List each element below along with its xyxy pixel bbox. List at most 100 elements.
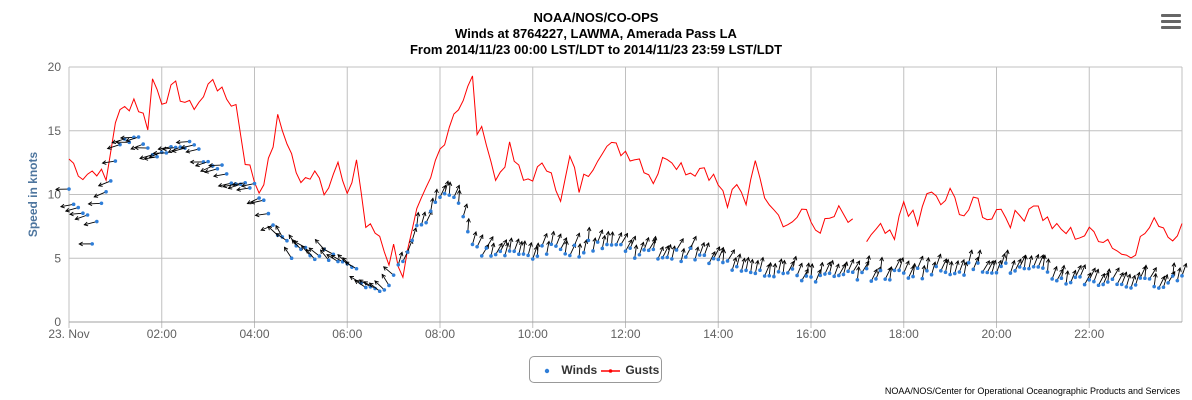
- wind-arrowhead: [381, 273, 386, 279]
- chart-credits[interactable]: NOAA/NOS/Center for Operational Oceanogr…: [884, 386, 1180, 396]
- wind-arrowhead: [1035, 253, 1040, 259]
- wind-arrowhead: [1123, 271, 1128, 277]
- wind-point: [943, 270, 948, 275]
- wind-arrowhead: [97, 182, 103, 187]
- wind-arrowhead: [631, 235, 637, 241]
- wind-arrowhead: [472, 230, 478, 236]
- hamburger-menu-icon[interactable]: [1161, 14, 1181, 32]
- wind-arrowhead: [498, 242, 503, 248]
- wind-direction-arrow: [741, 258, 746, 272]
- wind-arrowhead: [592, 237, 598, 243]
- wind-direction-arrow: [954, 260, 959, 274]
- wind-point: [1027, 266, 1031, 271]
- wind-arrowhead: [809, 263, 815, 268]
- wind-point: [1152, 284, 1156, 289]
- wind-point: [475, 244, 479, 249]
- wind-arrowhead: [342, 257, 347, 262]
- wind-direction-arrow: [448, 182, 451, 196]
- wind-point: [990, 271, 994, 275]
- wind-direction-arrow: [60, 203, 74, 208]
- chart-title: NOAA/NOS/CO-OPS Winds at 8764227, LAWMA,…: [0, 10, 1192, 58]
- wind-arrowhead: [349, 276, 355, 281]
- wind-direction-arrow: [880, 257, 883, 271]
- wind-direction-arrow: [236, 187, 250, 191]
- wind-arrowhead: [879, 256, 884, 262]
- wind-arrowhead: [1182, 262, 1188, 268]
- wind-point: [1133, 283, 1138, 287]
- wind-arrowhead: [1131, 274, 1137, 280]
- wind-point: [906, 276, 911, 280]
- wind-arrowhead: [819, 261, 825, 267]
- wind-point: [257, 196, 261, 200]
- wind-point: [762, 274, 767, 278]
- wind-point: [790, 267, 795, 271]
- wind-point: [220, 163, 224, 167]
- wind-direction-arrow: [833, 263, 840, 277]
- x-tick-label: 10:00: [518, 327, 548, 341]
- wind-direction-arrow: [1014, 259, 1022, 272]
- wind-point: [252, 181, 257, 186]
- wind-arrowhead: [732, 256, 738, 262]
- wind-arrowhead: [119, 135, 125, 141]
- wind-arrowhead: [583, 239, 589, 245]
- wind-arrowhead: [466, 217, 471, 223]
- x-tick-label: 20:00: [981, 327, 1011, 341]
- wind-arrowhead: [912, 262, 917, 268]
- wind-point: [1119, 282, 1124, 287]
- wind-direction-arrow: [625, 239, 633, 252]
- wind-direction-arrow: [764, 263, 771, 277]
- wind-arrowhead: [240, 183, 246, 188]
- wind-direction-arrow: [306, 249, 316, 260]
- wind-arrowhead: [185, 149, 191, 154]
- wind-arrowhead: [227, 185, 233, 190]
- x-tick-label: 22:00: [1074, 327, 1104, 341]
- wind-point: [206, 159, 210, 164]
- wind-direction-arrow: [843, 261, 848, 275]
- wind-direction-arrow: [485, 236, 494, 249]
- wind-arrowhead: [605, 230, 611, 236]
- wind-direction-arrow: [1139, 266, 1147, 279]
- wind-arrowhead: [59, 203, 65, 209]
- wind-direction-arrow: [476, 234, 484, 247]
- wind-arrowhead: [161, 146, 167, 152]
- wind-point: [433, 200, 438, 205]
- wind-point: [619, 242, 623, 247]
- wind-point: [261, 198, 266, 202]
- wind-point: [104, 189, 108, 194]
- wind-direction-arrow: [331, 254, 343, 263]
- legend-item-gusts[interactable]: Gusts: [600, 363, 659, 377]
- wind-direction-arrow: [666, 244, 671, 258]
- wind-point: [108, 179, 113, 183]
- wind-arrowhead: [772, 262, 778, 268]
- wind-arrowhead: [143, 156, 149, 161]
- wind-point: [428, 209, 433, 213]
- wind-point: [419, 222, 424, 227]
- wind-direction-arrow: [102, 160, 116, 164]
- wind-point: [1045, 270, 1050, 274]
- wind-direction-arrow: [745, 257, 749, 271]
- wind-point: [827, 271, 832, 276]
- wind-arrowhead: [320, 249, 325, 255]
- wind-point: [888, 278, 892, 282]
- wind-direction-arrow: [374, 280, 385, 291]
- wind-direction-arrow: [1135, 272, 1140, 286]
- wind-direction-arrow: [218, 182, 232, 187]
- x-tick-label: 14:00: [703, 327, 733, 341]
- wind-arrowhead: [925, 256, 931, 262]
- wind-point: [841, 272, 846, 277]
- wind-arrowhead: [700, 241, 706, 247]
- wind-arrowhead: [204, 169, 209, 174]
- legend-item-winds[interactable]: Winds: [540, 363, 597, 377]
- wind-direction-arrow: [301, 245, 311, 256]
- wind-point: [813, 280, 818, 284]
- wind-point: [707, 261, 711, 266]
- wind-arrowhead: [1136, 271, 1141, 277]
- wind-direction-arrow: [838, 263, 846, 276]
- wind-direction-arrow: [1153, 273, 1157, 287]
- wind-arrowhead: [508, 237, 514, 243]
- wind-point: [146, 146, 150, 150]
- wind-arrowhead: [1081, 264, 1086, 270]
- wind-point: [971, 267, 976, 272]
- wind-arrowhead: [288, 234, 293, 240]
- wind-arrowhead: [997, 259, 1003, 265]
